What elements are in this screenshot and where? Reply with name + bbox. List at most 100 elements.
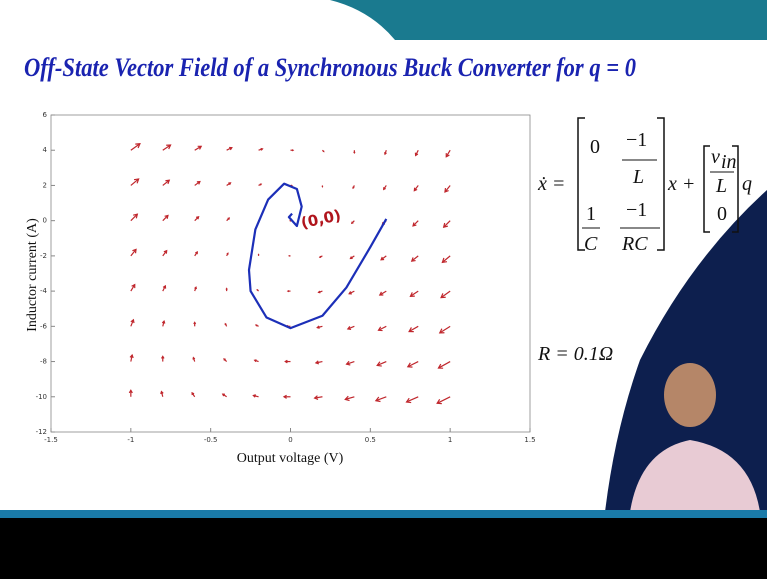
- top-band: [330, 0, 767, 40]
- vector-arrow: [350, 220, 355, 225]
- vector-arrow: [256, 288, 259, 292]
- vector-arrow: [194, 215, 200, 222]
- x-tick-label: -1.5: [44, 436, 58, 444]
- arrow-head: [133, 213, 139, 219]
- eq-entry: −1: [626, 129, 647, 151]
- vector-arrow: [437, 361, 451, 369]
- y-tick-label: 6: [43, 111, 48, 119]
- arrow-head: [128, 389, 133, 394]
- arrow-head: [160, 390, 164, 395]
- x-tick-label: 1.5: [524, 436, 535, 444]
- arrow-head: [225, 287, 228, 290]
- eq-entry: RC: [621, 233, 648, 255]
- arrow-shaft: [130, 178, 140, 186]
- arrow-head: [227, 217, 231, 220]
- arrow-shaft: [407, 361, 419, 368]
- vector-arrow: [282, 394, 291, 399]
- eq-entry: 1: [586, 203, 596, 225]
- arrow-head: [413, 187, 418, 192]
- bracket: [577, 117, 585, 251]
- arrow-shaft: [130, 249, 137, 257]
- vector-arrow: [252, 394, 259, 398]
- arrow-head: [314, 360, 320, 365]
- vector-arrow: [444, 185, 451, 193]
- vector-arrow: [438, 325, 451, 334]
- arrow-head: [322, 150, 325, 153]
- arrow-head: [221, 393, 225, 397]
- vector-arrow: [442, 220, 451, 228]
- eq-entry: v: [711, 146, 720, 168]
- vector-arrow: [286, 289, 291, 293]
- arrow-shaft: [411, 255, 419, 262]
- equation: ẋ = 0 −1 L 1 C −1 RC x + v in L 0 q: [537, 117, 752, 255]
- arrow-head: [344, 395, 350, 402]
- arrow-head: [349, 256, 353, 260]
- arrow-shaft: [130, 213, 138, 222]
- arrow-head: [376, 361, 382, 367]
- eq-subscript: in: [721, 151, 737, 173]
- eq-lhs: ẋ =: [537, 173, 565, 195]
- vector-arrow: [258, 183, 263, 186]
- arrow-head: [378, 291, 384, 296]
- arrow-head: [353, 151, 356, 154]
- arrow-head: [350, 221, 354, 225]
- vector-arrow: [194, 251, 198, 257]
- eq-entry: L: [632, 166, 644, 188]
- vector-arrow: [353, 150, 356, 154]
- vector-arrow: [374, 396, 387, 403]
- arrow-shaft: [378, 325, 387, 331]
- arrow-head: [164, 214, 169, 219]
- vector-arrow: [377, 325, 387, 332]
- bottom-line: [0, 510, 767, 518]
- arrow-head: [284, 359, 288, 364]
- eq-entry: 0: [717, 203, 727, 225]
- arrow-head: [438, 328, 445, 334]
- y-tick-label: -2: [40, 252, 47, 260]
- arrow-shaft: [375, 396, 387, 402]
- vector-arrow: [344, 395, 355, 402]
- arrow-head: [412, 222, 417, 227]
- arrow-shaft: [130, 143, 141, 151]
- arrow-shaft: [130, 284, 136, 292]
- vector-arrow: [436, 396, 451, 405]
- arrow-head: [346, 325, 352, 331]
- vector-arrow: [345, 360, 355, 366]
- speaker-body: [630, 440, 760, 512]
- arrow-head: [318, 255, 322, 258]
- arrow-head: [440, 293, 446, 299]
- arrow-head: [288, 255, 291, 257]
- arrow-head: [410, 257, 416, 262]
- arrow-head: [133, 178, 140, 184]
- arrow-shaft: [445, 149, 451, 158]
- arrow-head: [161, 355, 165, 359]
- vector-arrow: [346, 325, 355, 331]
- arrow-shaft: [130, 319, 134, 327]
- vector-arrow: [284, 359, 291, 364]
- vector-arrow: [352, 185, 355, 190]
- y-tick-label: 0: [43, 217, 47, 225]
- arrow-shaft: [436, 396, 451, 404]
- x-tick-label: -0.5: [204, 436, 218, 444]
- arrow-head: [380, 256, 385, 261]
- y-tick-label: -12: [36, 428, 47, 436]
- arrow-head: [352, 186, 355, 190]
- arrow-head: [317, 290, 321, 294]
- vector-arrow: [317, 290, 323, 294]
- vector-arrow: [288, 255, 291, 257]
- vector-arrow: [192, 356, 196, 362]
- arrow-head: [131, 283, 136, 289]
- y-tick-label: 2: [43, 181, 47, 189]
- vector-arrow: [130, 318, 135, 327]
- vector-arrow: [405, 396, 419, 404]
- arrow-head: [254, 324, 258, 327]
- arrow-head: [408, 327, 414, 333]
- vector-arrow: [226, 252, 229, 257]
- vector-arrow: [130, 283, 136, 292]
- arrow-head: [165, 179, 171, 185]
- arrow-head: [132, 248, 137, 254]
- x-tick-label: -1: [127, 436, 134, 444]
- arrow-shaft: [408, 325, 419, 333]
- arrow-head: [406, 362, 413, 368]
- arrow-head: [383, 187, 386, 191]
- arrow-shaft: [412, 220, 419, 227]
